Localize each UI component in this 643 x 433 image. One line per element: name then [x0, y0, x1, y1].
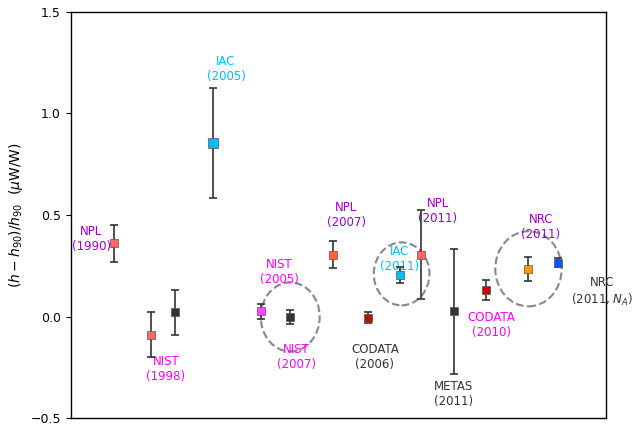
Text: NRC
(2011, $N_A$): NRC (2011, $N_A$) [572, 276, 633, 308]
Y-axis label: $(h - h_{90})/h_{90}$  ($\mu$W/W): $(h - h_{90})/h_{90}$ ($\mu$W/W) [7, 142, 25, 288]
Text: NIST
(2007): NIST (2007) [277, 343, 316, 371]
Text: CODATA
(2006): CODATA (2006) [351, 343, 399, 371]
Text: NRC
(2011): NRC (2011) [521, 213, 560, 241]
Text: NIST
(2005): NIST (2005) [260, 258, 299, 286]
Text: NPL
(2011): NPL (2011) [419, 197, 458, 225]
Text: IAC
(2005): IAC (2005) [206, 55, 246, 83]
Text: NPL
(2007): NPL (2007) [327, 201, 366, 229]
Text: METAS
(2011): METAS (2011) [434, 380, 473, 408]
Text: NIST
(1998): NIST (1998) [147, 355, 186, 383]
Text: NPL
(1990): NPL (1990) [71, 225, 111, 253]
Text: CODATA
(2010): CODATA (2010) [467, 310, 515, 339]
Text: IAC
(2011): IAC (2011) [381, 245, 419, 273]
